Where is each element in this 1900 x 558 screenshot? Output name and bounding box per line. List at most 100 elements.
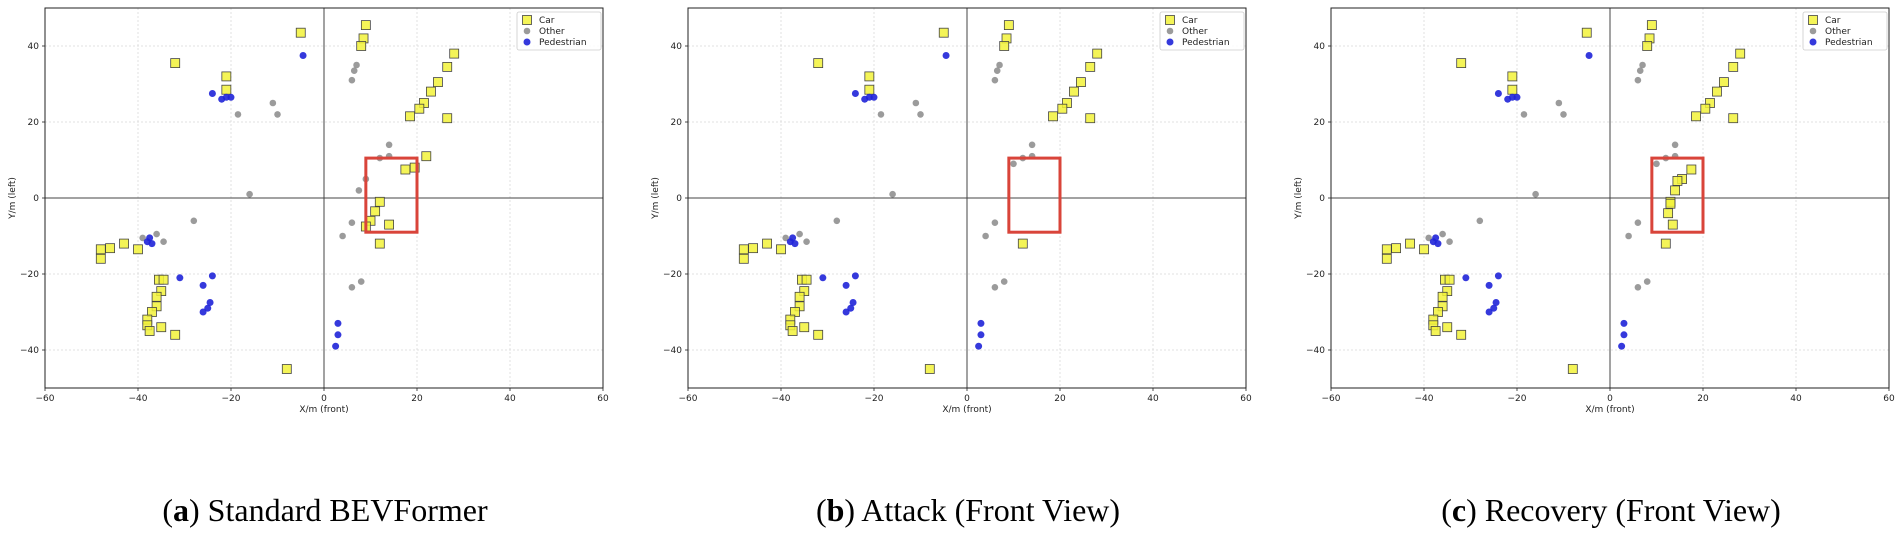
car-point	[95, 253, 106, 264]
pedestrian-point	[227, 93, 235, 101]
y-axis-label: Y/m (left)	[651, 177, 661, 220]
car-point	[1085, 62, 1096, 72]
chart-panel-c: −60 −40 −20 0 20 40 60 −40 −20 0 20 40 X/m (front) Y/…	[1294, 7, 1895, 415]
caption-text: Attack (Front View)	[855, 492, 1121, 528]
other-point	[348, 219, 356, 226]
y-tick-label: −20	[663, 270, 682, 280]
pedestrian-point	[1485, 281, 1493, 289]
other-point	[1425, 234, 1432, 242]
pedestrian-point	[208, 90, 216, 97]
other-point	[1634, 284, 1642, 291]
other-point	[1653, 160, 1660, 168]
pedestrian-point	[849, 299, 857, 306]
car-point	[384, 219, 395, 230]
car-point	[776, 244, 786, 255]
other-point	[153, 230, 160, 238]
car-point	[1808, 15, 1818, 25]
pedestrian-point	[176, 274, 184, 282]
pedestrian-point	[334, 331, 342, 339]
other-point	[357, 278, 365, 285]
car-point	[170, 58, 181, 68]
y-tick-label: 20	[1314, 118, 1326, 128]
car-point	[1381, 244, 1392, 255]
other-point	[139, 234, 146, 242]
car-point	[95, 244, 106, 255]
car-point	[1567, 364, 1578, 374]
y-tick-label: 0	[33, 194, 39, 204]
car-point	[119, 238, 129, 249]
other-point	[1625, 232, 1632, 240]
y-tick-label: −20	[1306, 270, 1325, 280]
car-point	[356, 41, 367, 51]
car-point	[1405, 238, 1415, 249]
x-axis-label: X/m (front)	[1585, 405, 1634, 415]
pedestrian-point	[1620, 331, 1628, 339]
legend-label: Pedestrian	[539, 38, 587, 48]
x-tick-label: −60	[36, 394, 55, 404]
car-point	[1381, 253, 1392, 264]
pedestrian-point	[1432, 234, 1440, 242]
other-point	[877, 111, 885, 118]
car-point	[400, 164, 411, 175]
car-point	[442, 62, 453, 72]
legend-label: Other	[1182, 27, 1208, 37]
car-point	[1700, 103, 1711, 114]
car-point	[1507, 84, 1518, 95]
other-point	[234, 111, 242, 118]
other-point	[1446, 238, 1453, 245]
x-tick-label: −60	[1322, 394, 1341, 404]
car-point	[787, 326, 798, 336]
pedestrian-point	[942, 52, 950, 59]
car-point	[1419, 244, 1429, 255]
x-tick-label: 0	[321, 394, 327, 404]
car-point	[999, 41, 1010, 51]
chart-panel-b: −60 −40 −20 0 20 40 60 −40 −20 0 20 40 X/m (front) Y/…	[651, 7, 1252, 415]
car-point	[1646, 20, 1657, 31]
car-point	[156, 322, 167, 333]
pedestrian-point	[334, 319, 342, 327]
car-point	[105, 243, 115, 254]
car-point	[813, 58, 824, 68]
pedestrian-point	[819, 274, 827, 282]
car-point	[1719, 77, 1729, 87]
caption-letter: b	[826, 492, 845, 528]
car-point	[1430, 326, 1441, 336]
pedestrian-point	[299, 52, 307, 59]
car-point	[864, 71, 875, 82]
x-tick-label: −20	[865, 394, 884, 404]
car-point	[1442, 322, 1453, 333]
caption-text: Recovery (Front View)	[1476, 492, 1781, 528]
other-point	[1636, 67, 1644, 74]
car-point	[1712, 86, 1722, 97]
car-point	[938, 27, 949, 38]
other-point	[991, 76, 999, 84]
y-tick-label: −40	[20, 346, 39, 356]
other-point	[1555, 99, 1563, 107]
x-tick-label: 40	[1147, 394, 1159, 404]
car-point	[433, 77, 443, 87]
pedestrian-point	[1585, 52, 1593, 59]
x-tick-label: 40	[1790, 394, 1802, 404]
pedestrian-point	[208, 272, 216, 280]
car-point	[1670, 185, 1681, 196]
other-point	[1639, 61, 1646, 69]
pedestrian-point	[789, 234, 797, 242]
car-point	[144, 326, 155, 336]
car-point	[1581, 27, 1592, 38]
car-point	[421, 151, 432, 162]
car-point	[295, 27, 306, 38]
other-point	[1532, 190, 1539, 198]
pedestrian-point	[1809, 38, 1817, 46]
car-point	[1003, 20, 1014, 31]
other-point	[353, 61, 360, 69]
other-point	[523, 27, 531, 35]
car-point	[738, 244, 749, 255]
pedestrian-point	[1494, 272, 1502, 280]
pedestrian-point	[523, 38, 531, 46]
car-point	[762, 238, 772, 249]
car-point	[1456, 329, 1467, 340]
car-point	[1076, 77, 1086, 87]
highlight-box	[364, 156, 419, 234]
other-point	[1439, 230, 1446, 238]
other-point	[993, 67, 1001, 74]
